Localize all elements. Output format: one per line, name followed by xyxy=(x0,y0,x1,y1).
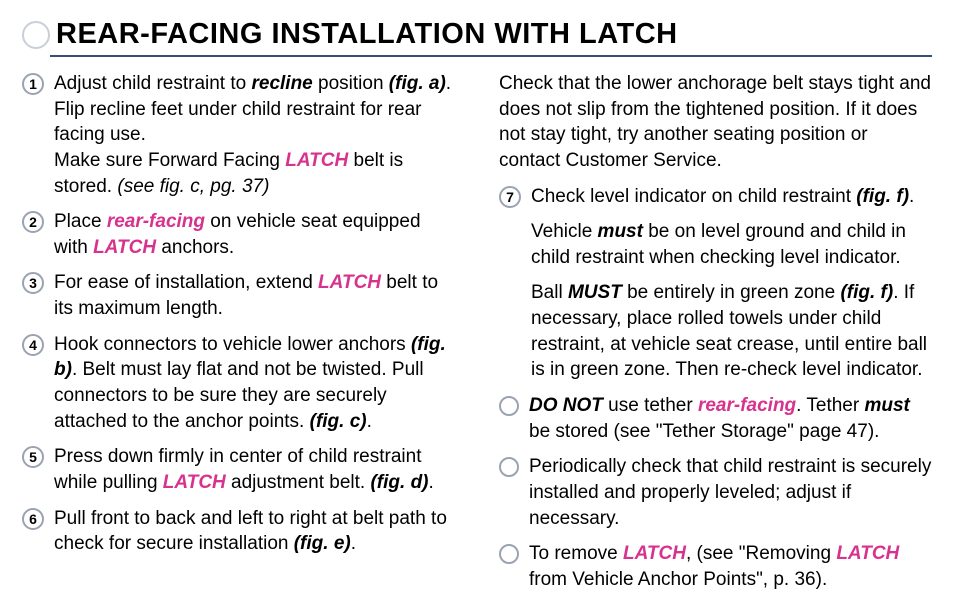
bullet-icon xyxy=(499,457,519,477)
note-text: DO NOT use tether rear-facing. Tether mu… xyxy=(529,393,932,444)
step-note: Vehicle must be on level ground and chil… xyxy=(499,219,932,270)
step-number-icon: 1 xyxy=(22,73,44,95)
page-title: REAR-FACING INSTALLATION WITH LATCH xyxy=(56,18,678,51)
note-item: To remove LATCH, (see "Removing LATCH fr… xyxy=(499,541,932,592)
header-bullet-icon xyxy=(22,21,50,49)
content-columns: 1 Adjust child restraint to recline posit… xyxy=(22,71,932,603)
step-number-icon: 7 xyxy=(499,186,521,208)
note-item: DO NOT use tether rear-facing. Tether mu… xyxy=(499,393,932,444)
step-item: 2 Place rear-facing on vehicle seat equip… xyxy=(22,209,455,260)
step-text: Pull front to back and left to right at … xyxy=(54,506,455,557)
step-number-icon: 4 xyxy=(22,334,44,356)
step-text: Place rear-facing on vehicle seat equipp… xyxy=(54,209,455,260)
step-item: 7 Check level indicator on child restrai… xyxy=(499,184,932,210)
right-column: Check that the lower anchorage belt stay… xyxy=(499,71,932,603)
note-text: To remove LATCH, (see "Removing LATCH fr… xyxy=(529,541,932,592)
step-item: 1 Adjust child restraint to recline posit… xyxy=(22,71,455,199)
section-header: REAR-FACING INSTALLATION WITH LATCH xyxy=(22,18,932,51)
note-item: Periodically check that child restraint … xyxy=(499,454,932,531)
notes-list: DO NOT use tether rear-facing. Tether mu… xyxy=(499,393,932,592)
step-text: Hook connectors to vehicle lower anchors… xyxy=(54,332,455,435)
step-item: 3 For ease of installation, extend LATCH … xyxy=(22,270,455,321)
header-rule xyxy=(50,55,932,57)
note-text: Periodically check that child restraint … xyxy=(529,454,932,531)
step-number-icon: 5 xyxy=(22,446,44,468)
step-item: 5 Press down firmly in center of child re… xyxy=(22,444,455,495)
step-note: Ball MUST be entirely in green zone (fig… xyxy=(499,280,932,383)
step-text: Press down firmly in center of child res… xyxy=(54,444,455,495)
step-number-icon: 6 xyxy=(22,508,44,530)
step-item: 6 Pull front to back and left to right at… xyxy=(22,506,455,557)
bullet-icon xyxy=(499,544,519,564)
step-item: 4 Hook connectors to vehicle lower anchor… xyxy=(22,332,455,435)
step-text: For ease of installation, extend LATCH b… xyxy=(54,270,455,321)
manual-page: REAR-FACING INSTALLATION WITH LATCH 1 Adj… xyxy=(0,0,954,603)
continuation-text: Check that the lower anchorage belt stay… xyxy=(499,71,932,174)
step-text: Check level indicator on child restraint… xyxy=(531,184,914,210)
step-number-icon: 3 xyxy=(22,272,44,294)
left-column: 1 Adjust child restraint to recline posit… xyxy=(22,71,455,603)
step-text: Adjust child restraint to recline positi… xyxy=(54,71,455,199)
bullet-icon xyxy=(499,396,519,416)
step-number-icon: 2 xyxy=(22,211,44,233)
